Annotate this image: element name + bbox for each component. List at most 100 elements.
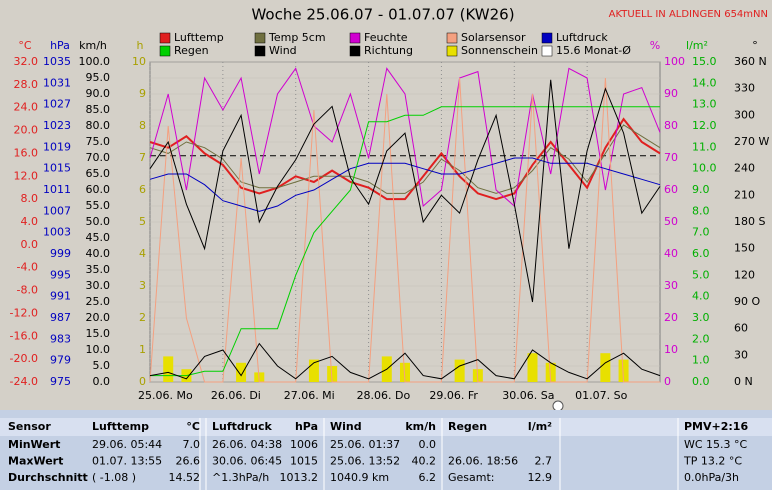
y-tick-label: 20.0 (14, 124, 39, 137)
x-tick-label: 27.06. Mi (284, 389, 335, 402)
y-tick-label: 25.0 (86, 295, 111, 308)
y-tick-label: 240 (734, 162, 755, 175)
y-tick-label: 95.0 (86, 71, 111, 84)
y-tick-label: 0 (664, 375, 671, 388)
table-cell: MinWert (8, 438, 60, 451)
y-tick-label: 90 O (734, 295, 760, 308)
legend-swatch (159, 45, 171, 57)
x-tick-label: 30.06. Sa (502, 389, 554, 402)
series-line (149, 124, 661, 194)
y-tick-label: 330 (734, 82, 755, 95)
y-tick-label: 100 (664, 55, 685, 68)
y-tick-label: -4.0 (17, 261, 38, 274)
y-tick-label: 40 (664, 247, 678, 260)
table-header: PMV+2:16 (684, 420, 748, 433)
y-tick-label: 7 (139, 151, 146, 164)
y-tick-label: 8.0 (21, 192, 39, 205)
y-tick-label: 210 (734, 188, 755, 201)
table-cell: 14.52 (169, 471, 201, 484)
table-header: l/m² (528, 420, 552, 433)
table-cell: 6.2 (419, 471, 437, 484)
y-tick-label: 0.0 (21, 238, 39, 251)
y-tick-label: 20.0 (86, 311, 111, 324)
y-tick-label: 150 (734, 242, 755, 255)
y-tick-label: 8.0 (692, 204, 710, 217)
y-tick-label: 975 (50, 375, 71, 388)
table-cell: Gesamt: (448, 471, 495, 484)
y-tick-label: 70 (664, 151, 678, 164)
table-header-bg (0, 418, 772, 436)
y-tick-label: 120 (734, 268, 755, 281)
y-tick-label: 10.0 (86, 343, 111, 356)
table-cell: 26.06. 04:38 (212, 438, 282, 451)
bar (236, 362, 247, 382)
y-tick-label: 60 (664, 183, 678, 196)
y-tick-label: 12.0 (692, 119, 717, 132)
y-tick-label: 13.0 (692, 98, 717, 111)
table-cell: 25.06. 13:52 (330, 455, 400, 468)
legend-label: Luftdruck (556, 31, 608, 44)
y-tick-label: 6 (139, 183, 146, 196)
table-cell: 1013.2 (280, 471, 319, 484)
y-tick-label: 12.0 (14, 169, 39, 182)
y-tick-label: 14.0 (692, 76, 717, 89)
y-tick-label: 15.0 (692, 55, 717, 68)
table-cell: Durchschnitt (8, 471, 88, 484)
y-tick-label: -24.0 (10, 375, 38, 388)
y-tick-label: 991 (50, 290, 71, 303)
y-tick-label: 50.0 (86, 215, 111, 228)
bar (527, 353, 538, 382)
y-tick-label: 85.0 (86, 103, 111, 116)
legend-swatch (446, 45, 458, 57)
axis-label: ° (752, 39, 758, 52)
table-header: km/h (405, 420, 436, 433)
axis-label: l/m² (686, 39, 708, 52)
y-tick-label: 10 (132, 55, 146, 68)
y-tick-label: 8 (139, 119, 146, 132)
y-tick-label: 1019 (43, 140, 71, 153)
y-tick-label: 9.0 (692, 183, 710, 196)
bar (308, 359, 319, 382)
y-tick-label: -12.0 (10, 306, 38, 319)
y-tick-label: 16.0 (14, 146, 39, 159)
table-cell: 0.0 (419, 438, 437, 451)
legend-swatch (541, 45, 553, 57)
y-tick-label: 7.0 (692, 226, 710, 239)
y-tick-label: 65.0 (86, 167, 111, 180)
y-tick-label: 987 (50, 311, 71, 324)
y-tick-label: 11.0 (692, 140, 717, 153)
y-tick-label: 9 (139, 87, 146, 100)
bar (600, 353, 611, 382)
series-line (149, 117, 661, 201)
y-tick-label: 20 (664, 311, 678, 324)
y-tick-label: 1.0 (692, 354, 710, 367)
table-cell: ^1.3hPa/h (212, 471, 269, 484)
y-tick-label: 75.0 (86, 135, 111, 148)
annotation: AKTUELL IN ALDINGEN 654mNN (609, 9, 768, 20)
y-tick-label: 3 (139, 279, 146, 292)
y-tick-label: 90 (664, 87, 678, 100)
table-cell: 30.06. 06:45 (212, 455, 282, 468)
x-tick-label: 25.06. Mo (138, 389, 193, 402)
y-tick-label: 1027 (43, 98, 71, 111)
legend-label: Wind (269, 44, 297, 57)
axis-label: km/h (79, 39, 107, 52)
series-line (149, 79, 661, 303)
table-header: Wind (330, 420, 362, 433)
axis-label: °C (18, 39, 32, 52)
y-tick-label: 270 W (734, 135, 769, 148)
table-cell: 40.2 (412, 455, 437, 468)
y-tick-label: 100.0 (79, 55, 111, 68)
y-tick-label: 4 (139, 247, 146, 260)
y-tick-label: 979 (50, 354, 71, 367)
table-cell: TP 13.2 °C (683, 455, 742, 468)
y-tick-label: 4.0 (21, 215, 39, 228)
bar (618, 359, 629, 382)
legend-swatch (254, 45, 266, 57)
y-tick-label: 0.0 (692, 375, 710, 388)
legend-label: Solarsensor (461, 31, 526, 44)
y-tick-label: 30.0 (86, 279, 111, 292)
bar (454, 359, 465, 382)
series-line (150, 106, 660, 377)
y-tick-label: -16.0 (10, 329, 38, 342)
